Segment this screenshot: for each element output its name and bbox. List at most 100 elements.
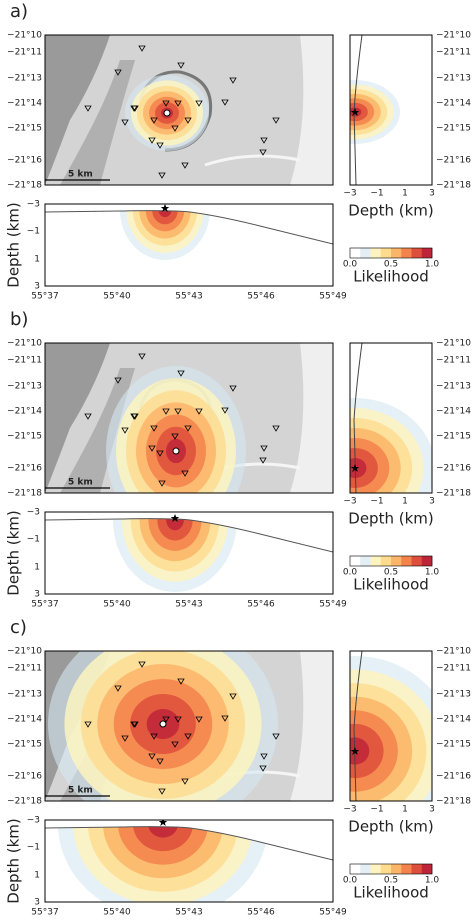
lat-tick-label: −21°16 bbox=[436, 156, 471, 166]
topography bbox=[45, 518, 333, 553]
source bbox=[350, 108, 360, 116]
side-frame bbox=[349, 34, 433, 186]
station bbox=[84, 413, 92, 420]
sky bbox=[45, 512, 333, 552]
station bbox=[114, 69, 122, 76]
colorbar-step bbox=[391, 864, 402, 874]
side-axis-label: Depth (km) bbox=[348, 818, 433, 836]
topography bbox=[45, 826, 333, 861]
depth-tick-label: −1 bbox=[27, 535, 40, 545]
source bbox=[158, 820, 168, 826]
side-tick-label: 3 bbox=[429, 805, 435, 815]
lat-tick-label: −21°16 bbox=[7, 772, 42, 782]
depth-tick-label: 1 bbox=[34, 871, 40, 881]
station bbox=[229, 693, 237, 700]
side-frame bbox=[349, 650, 433, 802]
station bbox=[156, 450, 164, 457]
side-axis-label: Depth (km) bbox=[348, 510, 433, 528]
station bbox=[171, 125, 179, 132]
lat-tick-label: −21°10 bbox=[7, 339, 42, 349]
lat-tick-label: −21°14 bbox=[7, 715, 42, 725]
station bbox=[260, 445, 268, 452]
station bbox=[259, 457, 267, 464]
lat-tick-label: −21°13 bbox=[7, 382, 42, 392]
station bbox=[121, 119, 129, 126]
lat-tick-label: −21°11 bbox=[7, 664, 42, 674]
station bbox=[138, 353, 146, 360]
sky bbox=[45, 820, 333, 860]
side-tick-label: 1 bbox=[402, 805, 408, 815]
station bbox=[162, 716, 170, 723]
side-clip bbox=[350, 651, 432, 801]
side-tick-label: −1 bbox=[370, 189, 383, 199]
map-clip bbox=[45, 343, 333, 493]
colorbar-tick-label: 0.5 bbox=[384, 260, 398, 270]
lat-tick-label: −21°18 bbox=[7, 489, 42, 499]
lat-tick-label: −21°15 bbox=[436, 432, 471, 442]
depth-tick-label: 1 bbox=[34, 255, 40, 265]
sky bbox=[45, 204, 333, 244]
source bbox=[350, 747, 360, 755]
depth-tick-label: 3 bbox=[34, 898, 40, 908]
colorbar-step bbox=[370, 556, 382, 566]
lat-tick-label: −21°18 bbox=[7, 181, 42, 191]
source bbox=[163, 109, 171, 117]
lat-tick-label: −21°10 bbox=[436, 339, 471, 349]
depth-tick-label: −1 bbox=[27, 843, 40, 853]
side-tick-label: 1 bbox=[402, 189, 408, 199]
lat-tick-label: −21°10 bbox=[436, 647, 471, 657]
side-panel: −3 −1 1 3 Depth (km) bbox=[343, 342, 435, 528]
colorbar-step bbox=[350, 556, 361, 566]
lon-tick-label: 55°37 bbox=[31, 600, 58, 610]
colorbar-step bbox=[360, 864, 371, 874]
colorbar-step bbox=[360, 248, 371, 258]
panel: b) bbox=[10, 309, 28, 330]
topography bbox=[353, 343, 363, 493]
lat-tick-label: −21°11 bbox=[436, 664, 471, 674]
side-tick-label: 3 bbox=[429, 189, 435, 199]
colorbar-step bbox=[370, 248, 382, 258]
station bbox=[158, 480, 166, 487]
terrain-flat bbox=[290, 343, 333, 493]
station bbox=[184, 117, 192, 124]
station bbox=[150, 117, 158, 124]
station bbox=[162, 100, 170, 107]
lat-tick-label: −21°11 bbox=[7, 356, 42, 366]
station bbox=[162, 408, 170, 415]
station bbox=[260, 137, 268, 144]
lat-tick-label: −21°13 bbox=[436, 382, 471, 392]
colorbar-step bbox=[401, 864, 412, 874]
lat-tick-label: −21°11 bbox=[436, 356, 471, 366]
station bbox=[150, 733, 158, 740]
lat-tick-label: −21°14 bbox=[7, 407, 42, 417]
source bbox=[350, 464, 360, 472]
colorbar-tick-label: 1.0 bbox=[425, 568, 440, 578]
colorbar-tick-label: 0.0 bbox=[343, 568, 358, 578]
station bbox=[148, 445, 156, 452]
lon-tick-label: 55°43 bbox=[175, 908, 202, 918]
lon-tick-label: 55°40 bbox=[103, 292, 131, 302]
station bbox=[181, 470, 189, 477]
station bbox=[272, 733, 280, 740]
colorbar-tick-label: 0.5 bbox=[384, 568, 398, 578]
colorbar-label: Likelihood bbox=[353, 576, 429, 594]
lat-tick-label: −21°18 bbox=[436, 181, 471, 191]
profile-clip bbox=[45, 820, 333, 902]
station bbox=[171, 433, 179, 440]
colorbar-step bbox=[411, 248, 423, 258]
colorbar-tick-label: 1.0 bbox=[425, 260, 440, 270]
colorbar-frame bbox=[349, 247, 433, 259]
likelihood-contour bbox=[350, 458, 367, 478]
scale-label: 5 km bbox=[68, 478, 93, 488]
lon-tick-label: 55°43 bbox=[175, 600, 202, 610]
lon-tick-label: 55°37 bbox=[31, 292, 58, 302]
station bbox=[195, 716, 203, 723]
side-panel: −3 −1 1 3 Depth (km) bbox=[343, 650, 435, 836]
colorbar-step bbox=[401, 556, 412, 566]
station bbox=[158, 172, 166, 179]
map-frame bbox=[44, 342, 334, 494]
lon-tick-label: 55°43 bbox=[175, 292, 202, 302]
colorbar-label: Likelihood bbox=[353, 268, 429, 286]
